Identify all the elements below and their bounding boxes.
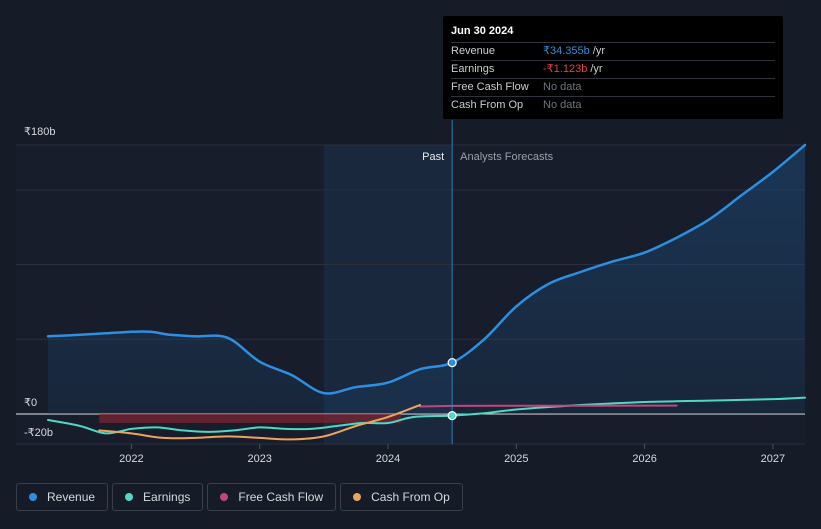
x-tick-label: 2027 <box>761 453 785 465</box>
earnings-marker[interactable] <box>447 411 457 421</box>
x-axis-ticks: 2022 2023 2024 2025 2026 2027 <box>119 444 785 465</box>
cash-from-op-line <box>98 404 422 441</box>
y-label-top: ₹180b <box>24 126 55 138</box>
revenue-marker[interactable] <box>447 357 457 368</box>
tooltip-value: No data <box>543 99 582 111</box>
legend-item-cash-from-op[interactable]: Cash From Op <box>340 483 463 511</box>
series-lines <box>46 143 807 441</box>
x-tick-label: 2026 <box>632 453 656 465</box>
tooltip-row-earnings: Earnings -₹1.123b /yr <box>451 60 775 78</box>
tooltip-row-cash-from-op: Cash From Op No data <box>451 96 775 114</box>
tooltip-unit: /yr <box>592 45 605 57</box>
tooltip-value: ₹34.355b <box>543 45 590 57</box>
legend-dot-icon <box>125 493 134 501</box>
tooltip-value: No data <box>543 81 582 93</box>
tooltip-label: Revenue <box>451 45 496 57</box>
legend-label: Free Cash Flow <box>238 490 324 504</box>
legend-label: Cash From Op <box>371 490 450 504</box>
series-markers[interactable] <box>447 357 457 421</box>
earnings-negative-fill <box>99 414 401 423</box>
tooltip-label: Cash From Op <box>451 99 524 111</box>
tooltip-row-free-cash-flow: Free Cash Flow No data <box>451 78 775 96</box>
x-tick-label: 2024 <box>376 453 400 465</box>
revenue-line <box>46 143 807 395</box>
y-label-bottom: -₹20b <box>24 427 53 439</box>
x-tick-label: 2023 <box>247 453 271 465</box>
legend-dot-icon <box>353 493 362 501</box>
earnings-line <box>47 396 806 435</box>
legend-dot-icon <box>29 493 37 501</box>
legend-item-earnings[interactable]: Earnings <box>112 483 204 511</box>
past-label: Past <box>422 151 444 163</box>
legend-item-revenue[interactable]: Revenue <box>16 483 109 511</box>
y-label-zero: ₹0 <box>24 397 37 409</box>
tooltip-date: Jun 30 2024 <box>451 25 514 37</box>
tooltip-row-revenue: Revenue ₹34.355b /yr <box>451 42 775 60</box>
x-tick-label: 2022 <box>119 453 143 465</box>
legend-label: Earnings <box>143 490 191 504</box>
legend-item-free-cash-flow[interactable]: Free Cash Flow <box>207 483 337 511</box>
tooltip-unit: /yr <box>590 63 603 75</box>
tooltip-value: -₹1.123b <box>543 63 588 75</box>
revenue-area <box>48 145 805 414</box>
tooltip-label: Earnings <box>451 63 495 75</box>
free-cash-flow-line <box>419 404 678 408</box>
series-fills <box>48 145 805 414</box>
analysts-forecast-label: Analysts Forecasts <box>460 151 553 163</box>
legend-label: Revenue <box>47 490 96 504</box>
chart-legend: Revenue Earnings Free Cash Flow Cash Fro… <box>16 483 463 511</box>
tooltip-label: Free Cash Flow <box>451 81 529 93</box>
x-tick-label: 2025 <box>504 453 528 465</box>
legend-dot-icon <box>220 493 229 501</box>
data-tooltip: Jun 30 2024 Revenue ₹34.355b /yr Earning… <box>443 16 783 119</box>
